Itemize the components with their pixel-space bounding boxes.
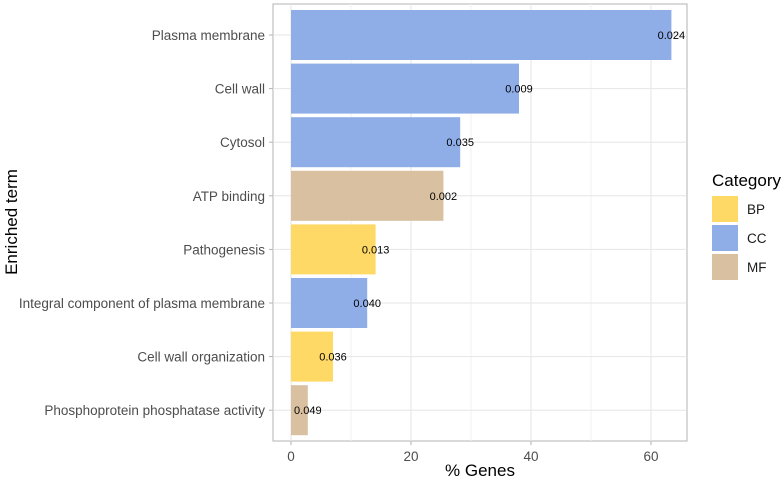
bar-data-label: 0.013 (362, 244, 390, 256)
bar (291, 331, 333, 382)
legend-title: Category (712, 171, 781, 190)
bar-data-label: 0.035 (446, 137, 474, 149)
x-tick-label: 60 (643, 449, 658, 464)
data-labels: 0.024 0.009 0.035 0.002 0.013 0.040 0.036 0.049 (294, 30, 685, 417)
bars (291, 10, 672, 436)
x-tick-label: 20 (403, 449, 418, 464)
bar-data-label: 0.040 (353, 298, 381, 310)
x-axis-title: % Genes (445, 461, 515, 480)
x-axis-ticks: 0 20 40 60 (287, 441, 659, 464)
bar (291, 10, 672, 60)
bar (291, 170, 444, 221)
y-tick-label: Integral component of plasma membrane (19, 296, 265, 311)
bar (291, 224, 376, 275)
y-tick-label: Cell wall organization (137, 350, 265, 365)
bar (291, 385, 308, 436)
legend-label: CC (747, 231, 767, 246)
y-tick-label: Pathogenesis (183, 242, 265, 257)
y-axis-title: Enriched term (2, 169, 21, 275)
legend-key (712, 196, 738, 222)
legend-label: MF (747, 260, 767, 275)
y-tick-label: ATP binding (193, 189, 265, 204)
bar-data-label: 0.036 (319, 352, 347, 364)
bar (291, 117, 461, 168)
bar-data-label: 0.049 (294, 405, 322, 417)
x-tick-label: 0 (287, 449, 295, 464)
x-tick-label: 40 (523, 449, 538, 464)
legend-key (712, 225, 738, 251)
y-tick-label: Cell wall (215, 82, 265, 97)
bar-data-label: 0.002 (430, 191, 458, 203)
bar (291, 278, 368, 328)
legend-label: BP (747, 202, 765, 217)
bar-data-label: 0.024 (658, 30, 686, 42)
bar-data-label: 0.009 (505, 84, 533, 96)
legend: Category BP CC MF (712, 171, 781, 280)
y-tick-label: Cytosol (220, 135, 265, 150)
legend-key (712, 254, 738, 280)
y-tick-label: Phosphoprotein phosphatase activity (44, 403, 265, 418)
bar (291, 63, 519, 114)
y-tick-label: Plasma membrane (152, 28, 265, 43)
y-axis-ticks: Plasma membrane Cell wall Cytosol ATP bindi… (19, 28, 273, 418)
